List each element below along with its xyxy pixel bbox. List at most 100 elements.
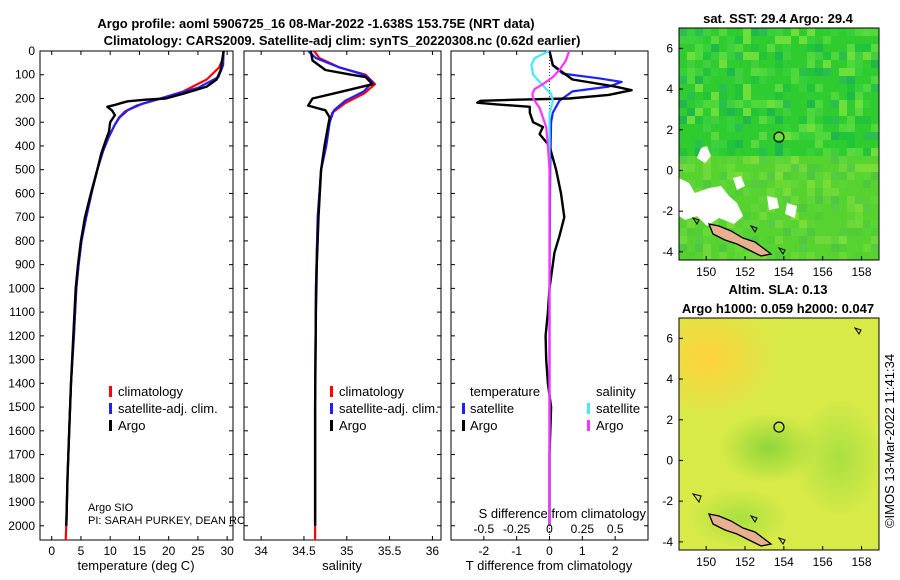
sst-cell — [735, 108, 743, 116]
sst-cell — [815, 100, 823, 108]
sst-cell — [759, 76, 767, 84]
sst-cell — [839, 172, 847, 180]
sst-cell — [863, 100, 871, 108]
sst-map-float-marker — [773, 131, 785, 143]
sst-cell — [783, 100, 791, 108]
sst-cell — [855, 84, 863, 92]
sst-cell — [695, 244, 703, 252]
legend-swatch-t-satellite — [462, 403, 465, 414]
temperature-axes-box — [39, 50, 234, 541]
map-y-tick-label: 2 — [666, 123, 673, 137]
temperature-ticks: 0 5 10 15 20 25 300100200300400500600700800900… — [8, 44, 234, 558]
sst-cell — [839, 244, 847, 252]
sst-cell — [791, 28, 799, 36]
sst-cell — [847, 52, 855, 60]
x-tick-label: 25 — [191, 544, 205, 558]
sst-cell — [871, 60, 879, 68]
sst-cell — [767, 108, 775, 116]
sst-cell — [815, 164, 823, 172]
y-tick-label: 300 — [15, 115, 35, 129]
sst-cell — [751, 76, 759, 84]
sst-cell — [695, 36, 703, 44]
x-tick-label: 35.5 — [378, 544, 402, 558]
sst-cell — [807, 132, 815, 140]
sst-cell — [807, 148, 815, 156]
legend-label-s-argo: Argo — [596, 418, 623, 433]
sst-cell — [847, 148, 855, 156]
sst-cell — [791, 132, 799, 140]
sst-cell — [695, 44, 703, 52]
sst-cell — [743, 100, 751, 108]
sst-cell — [807, 164, 815, 172]
sst-cell — [799, 172, 807, 180]
sst-cell — [727, 116, 735, 124]
map-y-tick-label: 4 — [666, 372, 673, 386]
sst-cell — [735, 84, 743, 92]
x-tick-label: 15 — [133, 544, 147, 558]
sst-cell — [855, 52, 863, 60]
sst-cell — [679, 148, 687, 156]
legend-swatch-argo — [330, 420, 333, 431]
sst-cell — [775, 188, 783, 196]
legend-swatch-s-argo — [587, 420, 590, 431]
x-tick-label: 36 — [426, 544, 440, 558]
x-tick-label: 0 — [48, 544, 55, 558]
sst-cell — [799, 252, 807, 260]
sst-cell — [783, 156, 791, 164]
sst-cell — [695, 140, 703, 148]
sst-cell — [751, 180, 759, 188]
sst-cell — [847, 28, 855, 36]
difference-legend: temperature salinity satellite Argo sate… — [462, 384, 640, 433]
sst-cell — [679, 164, 687, 172]
x-tick-label: 2 — [612, 544, 619, 558]
sst-cell — [783, 220, 791, 228]
sst-map-area — [679, 28, 879, 260]
sst-cell — [783, 132, 791, 140]
legend-label-s-satellite: satellite — [596, 401, 640, 416]
sst-map-panel: sat. SST: 29.4 Argo: 29.4 150 152 154 156 15… — [662, 11, 880, 279]
sst-cell — [871, 148, 879, 156]
map-x-tick-label: 156 — [813, 265, 833, 279]
sst-cell — [775, 164, 783, 172]
sst-cell — [863, 132, 871, 140]
sst-cell — [703, 180, 711, 188]
map-y-tick-label: 4 — [666, 82, 673, 96]
sst-cell — [775, 172, 783, 180]
sst-cell — [703, 236, 711, 244]
top-tick-label: -0.25 — [503, 522, 531, 536]
sst-cell — [735, 36, 743, 44]
sst-cell — [711, 140, 719, 148]
sst-cell — [815, 188, 823, 196]
sst-cell — [703, 228, 711, 236]
sst-cell — [847, 68, 855, 76]
sst-cell — [727, 100, 735, 108]
sst-cell — [855, 148, 863, 156]
series-line-s-argo — [531, 50, 571, 526]
sst-cell — [719, 100, 727, 108]
sst-cell — [679, 76, 687, 84]
sst-cell — [735, 124, 743, 132]
map-y-tick-label: -2 — [662, 204, 673, 218]
sst-cell — [799, 116, 807, 124]
sst-cell — [711, 116, 719, 124]
sst-cell — [815, 52, 823, 60]
sst-cell — [695, 108, 703, 116]
sst-cell — [855, 220, 863, 228]
sst-cell — [847, 132, 855, 140]
sst-cell — [775, 132, 783, 140]
sst-cell — [703, 60, 711, 68]
sst-cell — [807, 84, 815, 92]
series-line-argo — [65, 50, 225, 526]
sst-map-coastline — [707, 223, 773, 257]
sst-cell — [839, 108, 847, 116]
sst-cell — [807, 196, 815, 204]
y-tick-label: 500 — [15, 163, 35, 177]
sst-cell — [831, 188, 839, 196]
sst-cell — [703, 52, 711, 60]
y-tick-label: 200 — [15, 91, 35, 105]
legend-label-argo: Argo — [118, 418, 145, 433]
sst-cell — [719, 180, 727, 188]
sst-cell — [687, 36, 695, 44]
sst-cell — [823, 180, 831, 188]
